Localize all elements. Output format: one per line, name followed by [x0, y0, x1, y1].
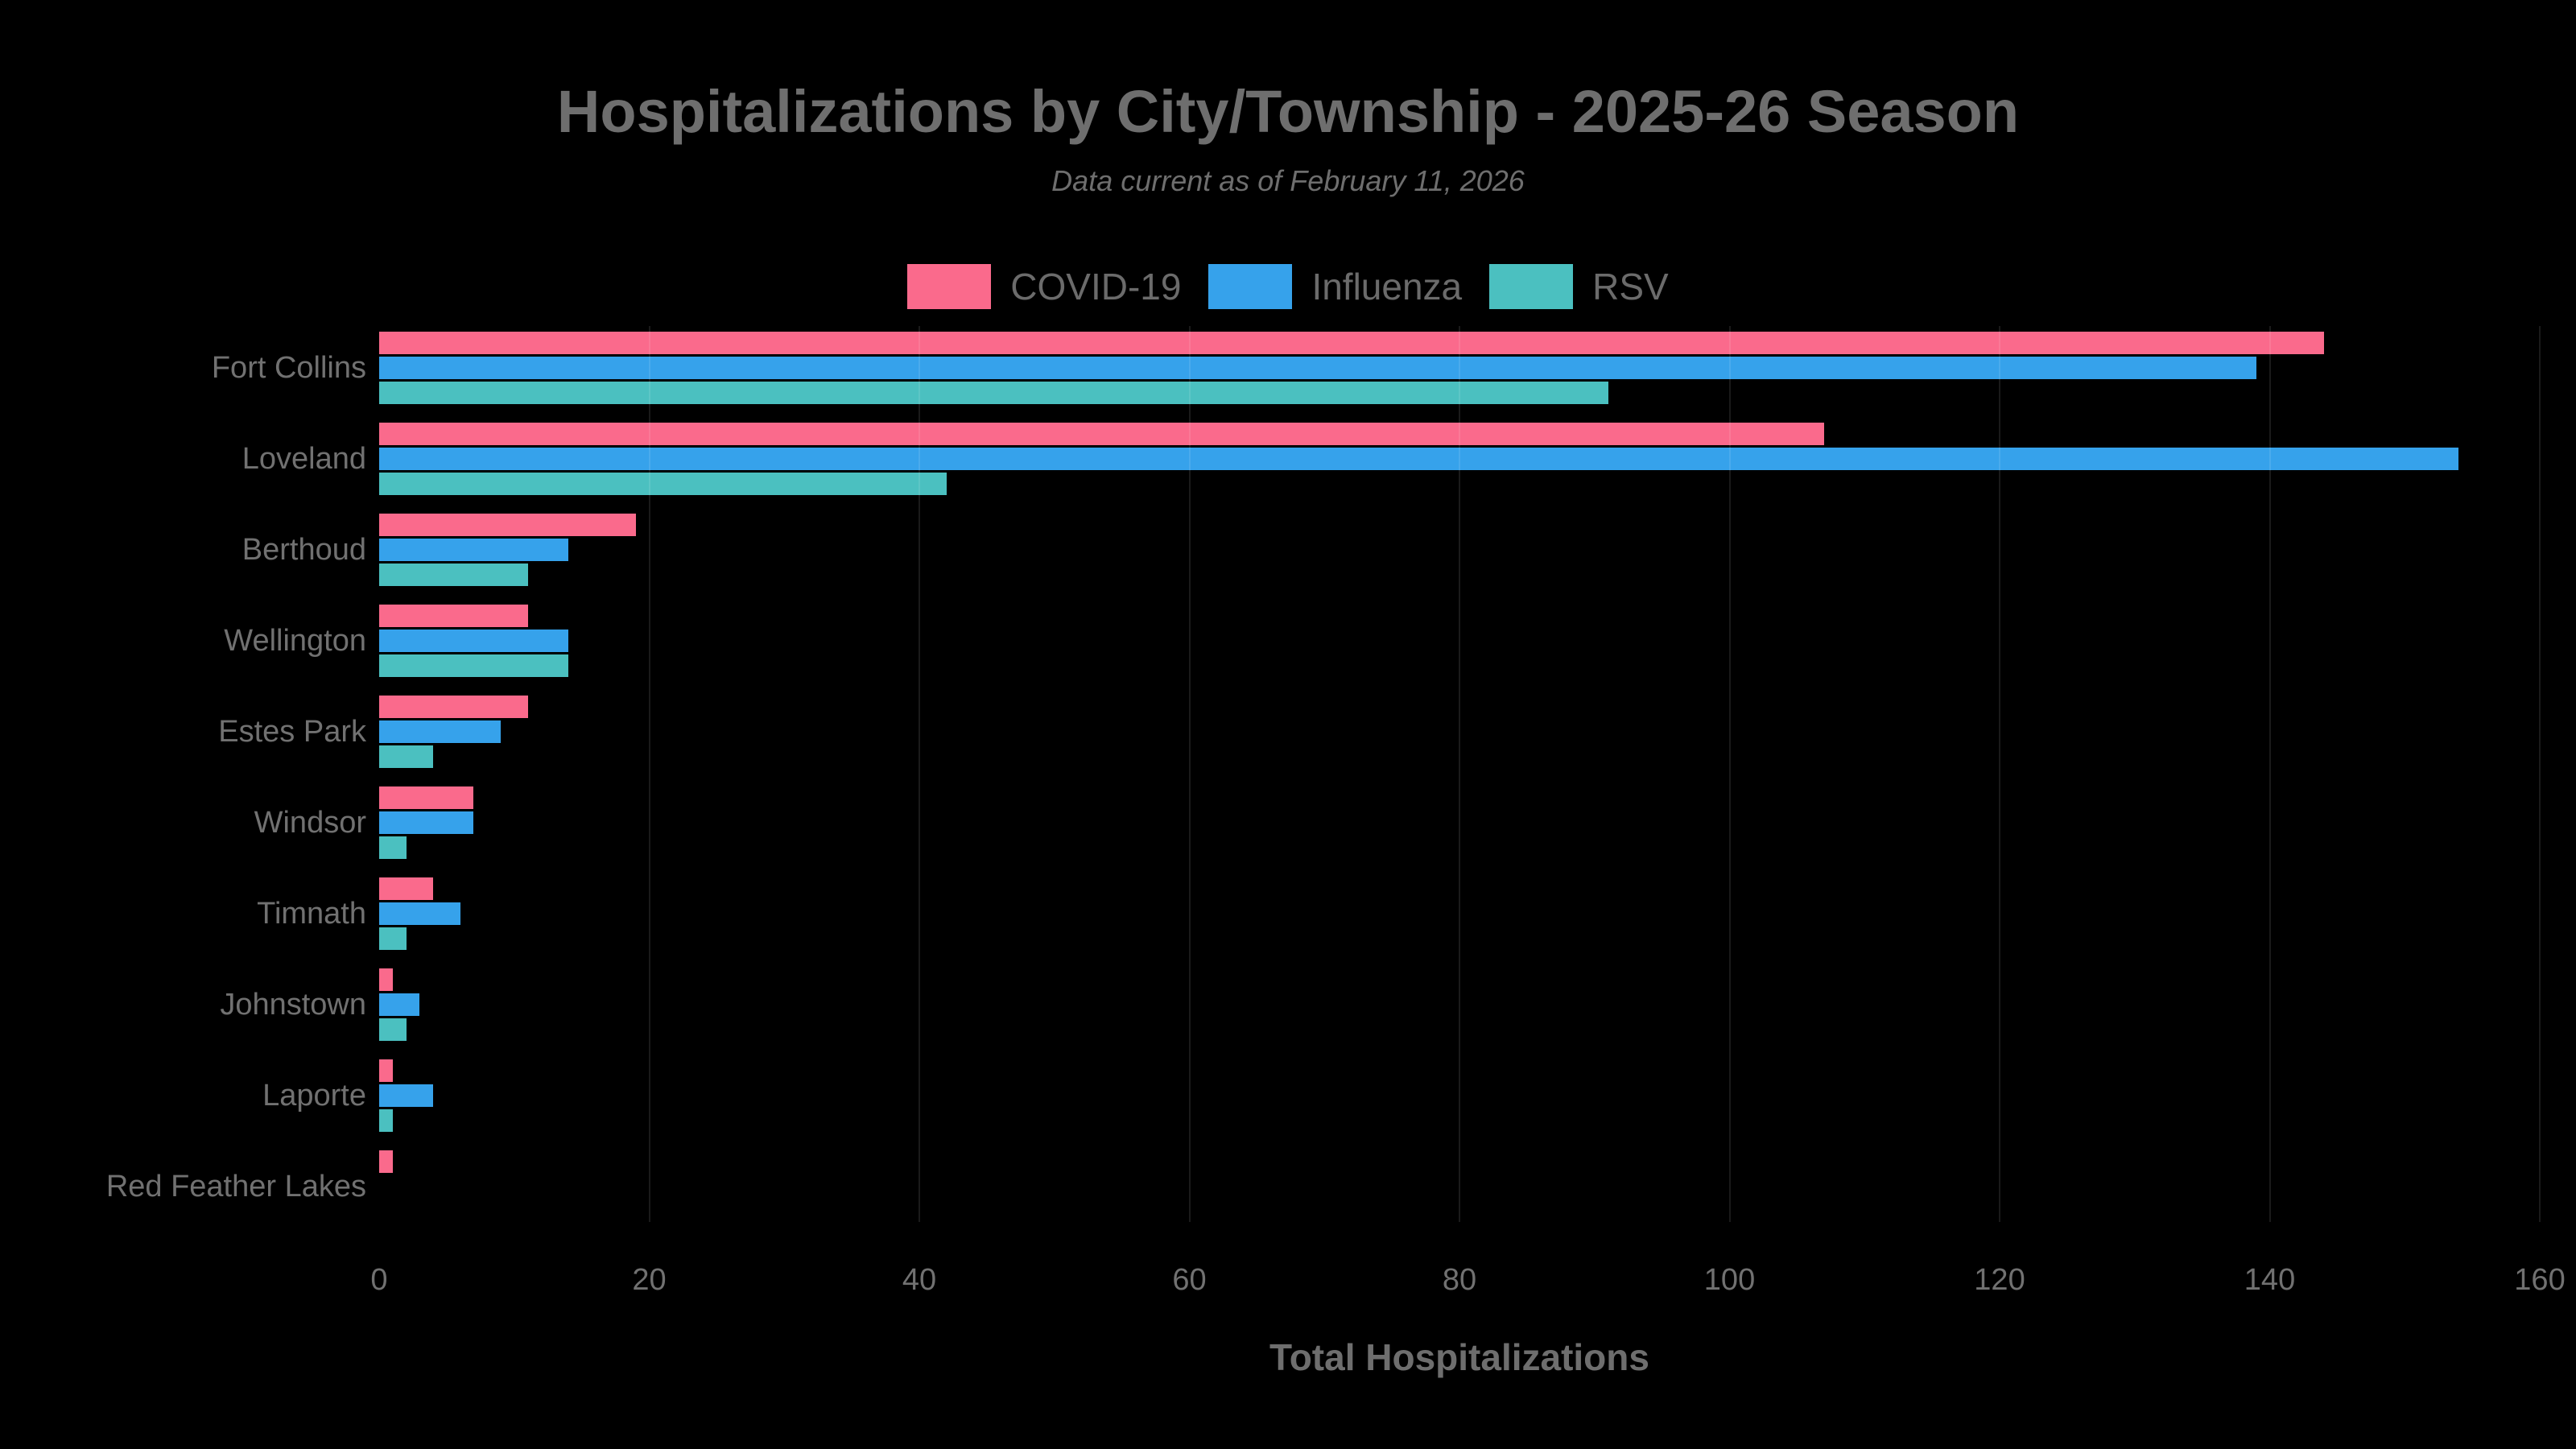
category-label-fort-collins: Fort Collins: [211, 351, 366, 385]
category-label-laporte: Laporte: [262, 1079, 366, 1113]
bar-influenza-timnath[interactable]: [379, 902, 460, 925]
bar-influenza-laporte[interactable]: [379, 1084, 433, 1107]
chart-title: Hospitalizations by City/Township - 2025…: [556, 78, 2020, 145]
legend-swatch: [1489, 264, 1574, 309]
x-tick-80: 80: [1442, 1263, 1477, 1297]
legend-item-covid-19[interactable]: COVID-19: [907, 264, 1181, 309]
bar-influenza-estes-park[interactable]: [379, 720, 501, 743]
bar-covid-19-loveland[interactable]: [379, 423, 1824, 445]
bar-covid-19-fort-collins[interactable]: [379, 332, 2324, 354]
legend-swatch: [1208, 264, 1293, 309]
bar-rsv-fort-collins[interactable]: [379, 382, 1608, 404]
x-tick-120: 120: [1974, 1263, 2025, 1297]
category-label-berthoud: Berthoud: [242, 533, 366, 567]
category-label-timnath: Timnath: [257, 897, 366, 931]
category-label-estes-park: Estes Park: [218, 715, 366, 749]
category-label-johnstown: Johnstown: [220, 988, 366, 1022]
x-tick-160: 160: [2514, 1263, 2566, 1297]
category-label-red-feather-lakes: Red Feather Lakes: [105, 1170, 366, 1203]
gridline-20: [648, 326, 650, 1222]
gridline-60: [1188, 326, 1191, 1222]
bar-covid-19-red-feather-lakes[interactable]: [379, 1150, 393, 1173]
bar-rsv-windsor[interactable]: [379, 836, 407, 859]
bar-influenza-wellington[interactable]: [379, 630, 568, 652]
bar-covid-19-wellington[interactable]: [379, 605, 528, 627]
legend-label: COVID-19: [1010, 266, 1182, 308]
x-tick-20: 20: [632, 1263, 667, 1297]
bar-rsv-laporte[interactable]: [379, 1109, 393, 1132]
legend-item-rsv[interactable]: RSV: [1489, 264, 1669, 309]
bar-covid-19-berthoud[interactable]: [379, 514, 636, 536]
legend-label: RSV: [1592, 266, 1669, 308]
bar-covid-19-timnath[interactable]: [379, 877, 433, 900]
gridline-100: [1728, 326, 1731, 1222]
x-tick-100: 100: [1703, 1263, 1756, 1297]
bar-covid-19-windsor[interactable]: [379, 786, 473, 809]
gridline-140: [2268, 326, 2271, 1222]
bar-rsv-loveland[interactable]: [379, 473, 947, 495]
bar-covid-19-estes-park[interactable]: [379, 696, 528, 718]
bar-rsv-wellington[interactable]: [379, 654, 568, 677]
gridline-120: [1999, 326, 2000, 1222]
x-tick-60: 60: [1172, 1263, 1207, 1297]
legend: COVID-19 Influenza RSV: [0, 263, 2576, 310]
category-label-wellington: Wellington: [224, 624, 366, 658]
bar-influenza-johnstown[interactable]: [379, 993, 419, 1016]
category-label-windsor: Windsor: [254, 806, 366, 840]
gridline-160: [2539, 326, 2541, 1222]
bar-covid-19-johnstown[interactable]: [379, 968, 393, 991]
x-tick-140: 140: [2244, 1263, 2296, 1297]
gridline-80: [1459, 326, 1460, 1222]
bar-rsv-estes-park[interactable]: [379, 745, 433, 768]
gridline-40: [919, 326, 920, 1222]
bar-influenza-windsor[interactable]: [379, 811, 473, 834]
legend-swatch: [907, 264, 992, 309]
bar-influenza-fort-collins[interactable]: [379, 357, 2256, 379]
bar-rsv-timnath[interactable]: [379, 927, 407, 950]
x-axis-title: Total Hospitalizations: [1269, 1336, 1649, 1378]
bar-influenza-loveland[interactable]: [379, 448, 2458, 470]
x-tick-0: 0: [370, 1263, 388, 1297]
legend-label: Influenza: [1311, 266, 1463, 308]
x-tick-40: 40: [902, 1263, 937, 1297]
bar-covid-19-laporte[interactable]: [379, 1059, 393, 1082]
bar-rsv-johnstown[interactable]: [379, 1018, 407, 1041]
chart-subtitle: Data current as of February 11, 2026: [1051, 164, 1525, 197]
bar-rsv-berthoud[interactable]: [379, 564, 528, 586]
bar-influenza-berthoud[interactable]: [379, 539, 568, 561]
category-label-loveland: Loveland: [242, 442, 366, 476]
legend-item-influenza[interactable]: Influenza: [1208, 264, 1462, 309]
